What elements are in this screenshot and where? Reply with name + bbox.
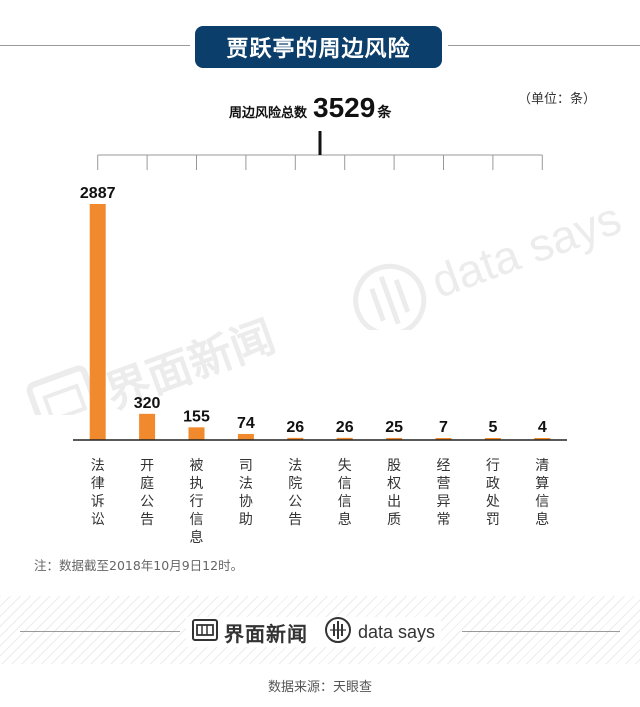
unit-note: （单位：条） — [518, 92, 597, 107]
footer-brand: 界面新闻 data says — [186, 616, 442, 648]
category-label-char: 息 — [338, 511, 352, 528]
category-label-char: 出 — [387, 494, 401, 510]
category-label-char: 营 — [437, 476, 451, 492]
bar-value-label: 320 — [134, 395, 161, 412]
category-label-char: 协 — [239, 494, 253, 510]
category-label-char: 院 — [288, 476, 302, 492]
category-label-char: 权 — [387, 476, 401, 492]
title-rule-right — [448, 45, 640, 46]
category-label-char: 信 — [338, 476, 352, 492]
category-label-char: 诉 — [91, 494, 105, 510]
category-label-char: 异 — [437, 494, 451, 510]
category-label-char: 政 — [486, 476, 500, 492]
category-label-char: 息 — [190, 529, 204, 546]
category-label-char: 法 — [288, 458, 302, 474]
category-label-char: 公 — [288, 494, 302, 510]
bar — [534, 438, 551, 440]
category-label-char: 庭 — [140, 475, 154, 492]
footer-brand-en: data says — [358, 621, 436, 642]
category-label-char: 处 — [486, 494, 500, 510]
category-label-char: 公 — [140, 494, 154, 510]
bar-value-label: 2887 — [80, 185, 116, 202]
category-label-char: 法 — [239, 476, 253, 492]
bar-value-label: 26 — [286, 419, 304, 436]
bar — [237, 433, 254, 440]
category-label-char: 开 — [140, 458, 154, 474]
total-label: 周边风险总数 — [229, 106, 308, 121]
category-label-char: 告 — [140, 512, 154, 528]
category-label-char: 失 — [338, 458, 352, 474]
category-label-char: 罚 — [486, 512, 500, 528]
category-label-char: 助 — [239, 512, 253, 528]
jiemian-logo-icon — [192, 619, 218, 645]
bar — [188, 427, 205, 440]
total-summary: 周边风险总数 3529 条 — [229, 92, 391, 124]
footnote: 注：数据截至2018年10月9日12时。 — [34, 558, 244, 573]
bar — [89, 204, 106, 440]
bar-chart: 2887法律诉讼320开庭公告155被执行信息74司法协助26法院公告26失信信… — [73, 131, 567, 546]
chart-title: 贾跃亭的周边风险 — [195, 26, 442, 68]
data-source: 数据来源：天眼查 — [267, 680, 372, 695]
category-label-char: 信 — [190, 512, 204, 528]
category-label-char: 经 — [437, 458, 451, 474]
category-label-char: 被 — [190, 458, 204, 474]
bar — [386, 437, 403, 440]
category-label-char: 清 — [535, 458, 549, 474]
bar — [336, 437, 353, 440]
bar — [287, 437, 304, 440]
footer-rule-left — [20, 631, 180, 632]
category-label-char: 息 — [535, 511, 549, 528]
bar-value-label: 155 — [183, 408, 210, 425]
category-label-char: 算 — [535, 476, 549, 492]
bar-value-label: 4 — [538, 419, 547, 436]
category-label-char: 信 — [338, 494, 352, 510]
category-label-char: 行 — [190, 494, 204, 510]
bar-value-label: 26 — [336, 419, 354, 436]
bar — [435, 438, 452, 440]
bar — [484, 438, 501, 440]
category-label-char: 行 — [486, 458, 500, 474]
bar — [139, 413, 156, 440]
category-label-char: 股 — [387, 458, 401, 474]
category-label-char: 信 — [535, 494, 549, 510]
datasays-logo-icon — [324, 616, 352, 648]
category-label-char: 律 — [91, 476, 105, 492]
category-label-char: 法 — [91, 458, 105, 474]
category-label-char: 质 — [387, 512, 401, 528]
footer-brand-cn: 界面新闻 — [224, 621, 308, 646]
title-rule-left — [0, 45, 190, 46]
category-label-char: 司 — [239, 458, 253, 474]
category-label-char: 常 — [437, 512, 451, 528]
bar-value-label: 74 — [237, 415, 255, 432]
footer-rule-right — [462, 631, 620, 632]
bar-value-label: 5 — [488, 419, 497, 436]
total-suffix: 条 — [377, 105, 392, 121]
bar-value-label: 25 — [385, 419, 403, 436]
category-label-char: 告 — [288, 512, 302, 528]
bar-value-label: 7 — [439, 419, 448, 436]
total-value: 3529 — [313, 92, 376, 123]
category-label-char: 讼 — [91, 512, 105, 528]
category-label-char: 执 — [190, 476, 204, 492]
